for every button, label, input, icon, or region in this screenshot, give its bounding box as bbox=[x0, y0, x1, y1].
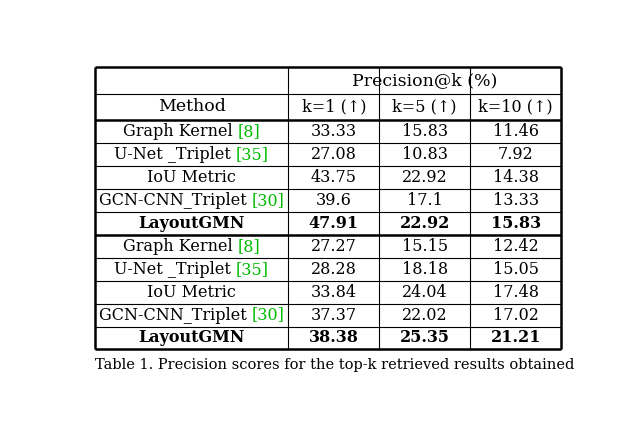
Text: 28.28: 28.28 bbox=[311, 261, 356, 278]
Text: 17.1: 17.1 bbox=[407, 192, 443, 209]
Text: 12.42: 12.42 bbox=[493, 238, 538, 255]
Text: Graph Kernel: Graph Kernel bbox=[123, 238, 237, 255]
Text: 22.02: 22.02 bbox=[402, 307, 447, 324]
Text: 11.46: 11.46 bbox=[493, 123, 539, 140]
Text: 21.21: 21.21 bbox=[490, 330, 541, 347]
Text: LayoutGMN: LayoutGMN bbox=[138, 215, 245, 232]
Text: k=5 (↑): k=5 (↑) bbox=[392, 99, 457, 116]
Text: 10.83: 10.83 bbox=[402, 146, 448, 163]
Text: LayoutGMN: LayoutGMN bbox=[138, 330, 245, 347]
Text: Method: Method bbox=[157, 99, 225, 116]
Text: 17.02: 17.02 bbox=[493, 307, 539, 324]
Text: 27.08: 27.08 bbox=[311, 146, 356, 163]
Text: [8]: [8] bbox=[237, 123, 260, 140]
Text: 17.48: 17.48 bbox=[493, 283, 539, 300]
Text: [8]: [8] bbox=[237, 238, 260, 255]
Text: IoU Metric: IoU Metric bbox=[147, 169, 236, 186]
Text: [35]: [35] bbox=[236, 261, 269, 278]
Text: 15.83: 15.83 bbox=[491, 215, 541, 232]
Text: 13.33: 13.33 bbox=[493, 192, 539, 209]
Text: [30]: [30] bbox=[252, 192, 285, 209]
Text: 38.38: 38.38 bbox=[309, 330, 359, 347]
Text: 15.05: 15.05 bbox=[493, 261, 539, 278]
Text: 33.33: 33.33 bbox=[311, 123, 357, 140]
Text: U-Net _Triplet: U-Net _Triplet bbox=[114, 146, 236, 163]
Text: [35]: [35] bbox=[236, 146, 269, 163]
Text: GCN-CNN_Triplet: GCN-CNN_Triplet bbox=[99, 307, 252, 324]
Text: 25.35: 25.35 bbox=[400, 330, 450, 347]
Text: 7.92: 7.92 bbox=[498, 146, 534, 163]
Text: Graph Kernel: Graph Kernel bbox=[123, 123, 237, 140]
Text: U-Net _Triplet: U-Net _Triplet bbox=[114, 261, 236, 278]
Text: 15.83: 15.83 bbox=[402, 123, 448, 140]
Text: 33.84: 33.84 bbox=[311, 283, 357, 300]
Text: [30]: [30] bbox=[252, 307, 285, 324]
Text: GCN-CNN_Triplet: GCN-CNN_Triplet bbox=[99, 192, 252, 209]
Text: 37.37: 37.37 bbox=[311, 307, 357, 324]
Text: 27.27: 27.27 bbox=[311, 238, 356, 255]
Text: 43.75: 43.75 bbox=[311, 169, 357, 186]
Text: 22.92: 22.92 bbox=[399, 215, 450, 232]
Text: IoU Metric: IoU Metric bbox=[147, 283, 236, 300]
Text: 18.18: 18.18 bbox=[402, 261, 448, 278]
Text: 15.15: 15.15 bbox=[402, 238, 448, 255]
Text: 22.92: 22.92 bbox=[402, 169, 447, 186]
Text: Table 1. Precision scores for the top-k retrieved results obtained: Table 1. Precision scores for the top-k … bbox=[95, 358, 574, 372]
Text: k=1 (↑): k=1 (↑) bbox=[301, 99, 366, 116]
Text: 24.04: 24.04 bbox=[402, 283, 447, 300]
Text: 14.38: 14.38 bbox=[493, 169, 539, 186]
Text: 47.91: 47.91 bbox=[308, 215, 359, 232]
Text: Precision@k (%): Precision@k (%) bbox=[352, 72, 497, 89]
Text: 39.6: 39.6 bbox=[316, 192, 352, 209]
Text: k=10 (↑): k=10 (↑) bbox=[478, 99, 553, 116]
